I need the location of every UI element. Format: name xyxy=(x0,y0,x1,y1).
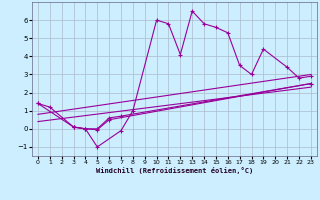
X-axis label: Windchill (Refroidissement éolien,°C): Windchill (Refroidissement éolien,°C) xyxy=(96,167,253,174)
